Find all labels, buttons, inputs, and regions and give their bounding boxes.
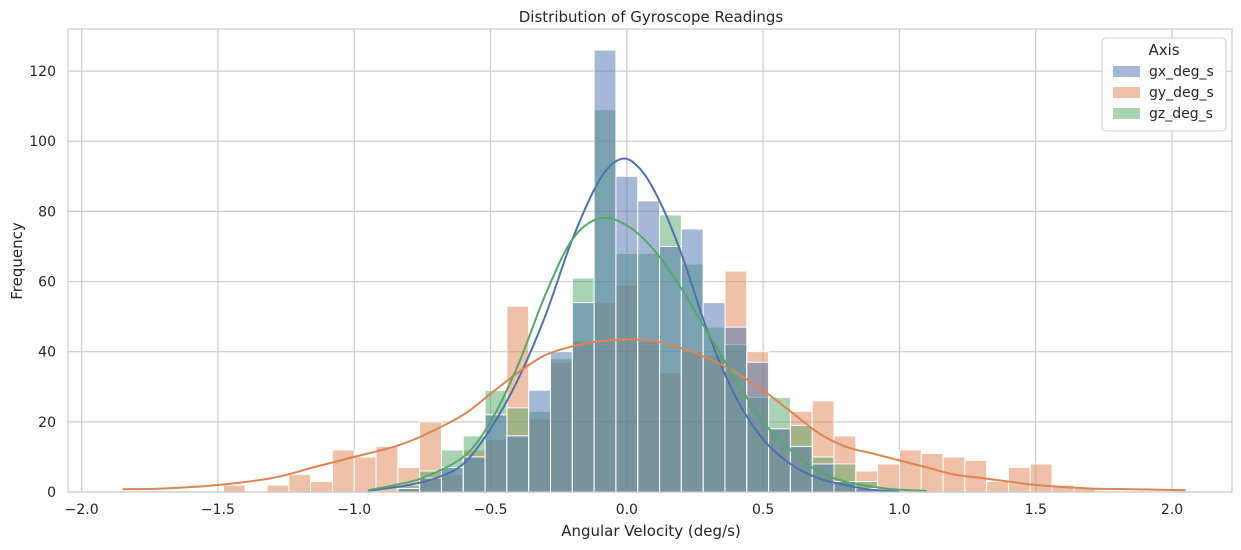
x-tick-labels: −2.0 −1.5 −1.0 −0.5 0.0 0.5 1.0 1.5 2.0 xyxy=(65,502,1184,518)
x-tick-label: 0.0 xyxy=(616,502,638,518)
y-tick-label: 80 xyxy=(38,204,56,220)
x-tick-label: −1.5 xyxy=(201,502,235,518)
y-tick-label: 0 xyxy=(47,485,56,501)
histogram-bar-gx_deg_s xyxy=(680,228,704,493)
x-tick-label: −2.0 xyxy=(65,502,99,518)
histogram-bar-gy_deg_s xyxy=(222,484,246,493)
histogram-bar-gx_deg_s xyxy=(571,302,595,493)
legend: Axis gx_deg_s gy_deg_s gz_deg_s xyxy=(1101,37,1227,132)
histogram-bar-gx_deg_s xyxy=(615,175,639,493)
histogram-bar-gx_deg_s xyxy=(528,389,552,493)
histogram-bar-gy_deg_s xyxy=(1007,466,1031,493)
histogram-bar-gy_deg_s xyxy=(986,480,1009,493)
y-tick-label: 60 xyxy=(38,275,56,291)
legend-swatch-gy_deg_s xyxy=(1113,87,1140,98)
histogram-bar-gx_deg_s xyxy=(506,435,530,493)
histogram-bar-gy_deg_s xyxy=(1029,463,1053,493)
x-tick-label: −0.5 xyxy=(474,502,508,518)
legend-box xyxy=(1101,37,1227,132)
kde-line-gz_deg_s xyxy=(367,216,927,492)
x-tick-label: 0.5 xyxy=(752,502,774,518)
legend-label-gy_deg_s: gy_deg_s xyxy=(1149,85,1214,101)
y-tick-labels: 0 20 40 60 80 100 120 xyxy=(29,64,56,501)
legend-swatch-gz_deg_s xyxy=(1113,108,1140,119)
x-tick-label: 1.0 xyxy=(888,502,910,518)
histogram-bar-gy_deg_s xyxy=(331,449,355,493)
y-axis-title: Frequency xyxy=(8,222,26,300)
x-tick-label: 1.5 xyxy=(1025,502,1047,518)
histogram-bar-gy_deg_s xyxy=(353,456,377,493)
legend-label-gz_deg_s: gz_deg_s xyxy=(1149,106,1213,122)
x-tick-label: −1.0 xyxy=(337,502,371,518)
y-tick-label: 100 xyxy=(29,134,56,150)
y-tick-label: 40 xyxy=(38,345,56,361)
histogram-bar-gx_deg_s xyxy=(593,49,617,493)
y-tick-label: 120 xyxy=(29,64,56,80)
legend-swatch-gx_deg_s xyxy=(1113,66,1140,77)
plot-frame xyxy=(67,28,1233,493)
legend-title: Axis xyxy=(1148,41,1179,59)
histogram-bar-gy_deg_s xyxy=(898,449,922,493)
histogram-bar-gy_deg_s xyxy=(920,452,944,493)
kde-curves xyxy=(122,157,1186,493)
kde-line-gy_deg_s xyxy=(122,338,1186,492)
x-tick-label: 2.0 xyxy=(1161,502,1183,518)
histogram-bar-gy_deg_s xyxy=(266,484,290,493)
histogram-bar-gx_deg_s xyxy=(550,351,573,493)
histogram-bar-gy_deg_s xyxy=(288,473,312,493)
y-tick-label: 20 xyxy=(38,415,56,431)
legend-label-gx_deg_s: gx_deg_s xyxy=(1149,64,1214,80)
chart-title: Distribution of Gyroscope Readings xyxy=(519,8,784,26)
histogram-bar-gy_deg_s xyxy=(310,480,333,493)
kde-line-gx_deg_s xyxy=(367,157,900,493)
x-axis-title: Angular Velocity (deg/s) xyxy=(561,522,741,540)
